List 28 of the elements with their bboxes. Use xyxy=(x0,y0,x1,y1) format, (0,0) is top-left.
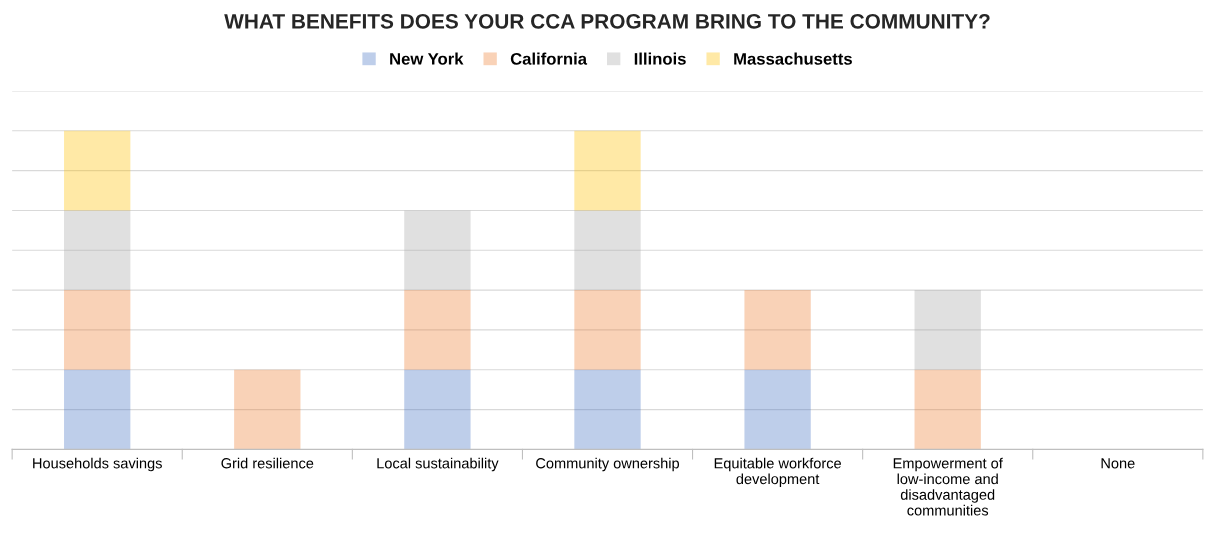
x-tick-label: Equitable workforce development xyxy=(714,457,841,488)
bar xyxy=(64,210,131,291)
bar xyxy=(914,369,981,450)
legend-label: New York xyxy=(390,52,464,65)
legend-label: Massachusetts xyxy=(734,52,852,65)
bar xyxy=(64,130,131,211)
x-tick-label: Grid resilience xyxy=(221,457,314,469)
bar xyxy=(744,290,811,370)
bar xyxy=(404,369,471,450)
bar xyxy=(574,369,641,450)
bar xyxy=(404,290,471,370)
x-tick-label: Community ownership xyxy=(536,457,680,472)
bar xyxy=(744,369,811,450)
bar xyxy=(574,290,641,370)
x-tick-label: Local sustainability xyxy=(377,457,499,472)
chart-title: WHAT BENEFITS DOES YOUR CCA PROGRAM BRING TO THE COMMUNITY? xyxy=(224,13,990,29)
x-tick-label: Households savings xyxy=(33,457,162,472)
bar xyxy=(234,369,301,450)
bar xyxy=(574,210,641,291)
bar xyxy=(574,130,641,211)
bar xyxy=(914,290,981,370)
bar xyxy=(404,210,471,291)
legend-label: California xyxy=(510,52,588,65)
x-tick-label: None xyxy=(1101,458,1135,469)
bar xyxy=(64,290,131,370)
bar xyxy=(64,369,131,450)
legend-label: Illinois xyxy=(634,52,686,65)
x-tick-label: Empowerment of low-income and disadvantaged communities xyxy=(893,457,1003,516)
